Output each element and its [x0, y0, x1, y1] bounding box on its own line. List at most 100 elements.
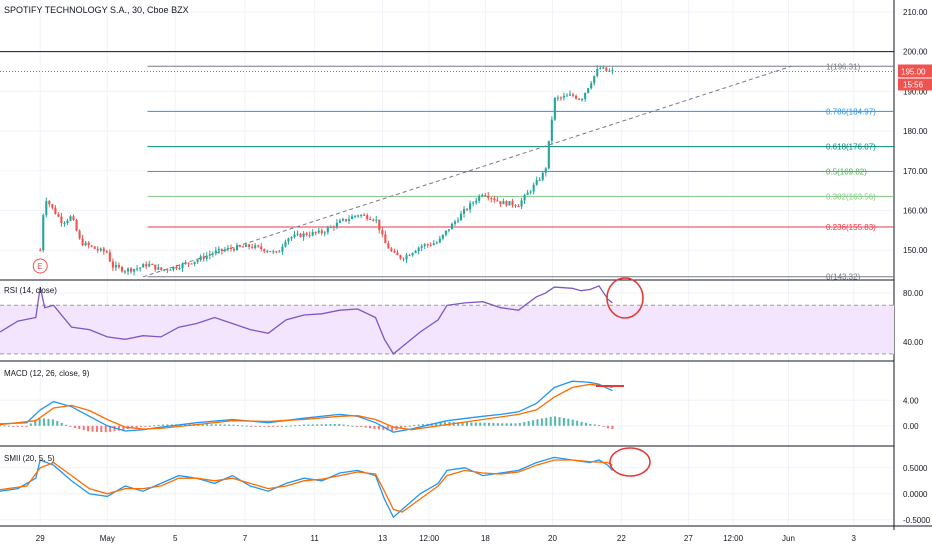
macd-title: MACD (12, 26, close, 9)	[4, 369, 90, 378]
macd-histogram-bar	[479, 422, 482, 426]
candle-body	[547, 140, 550, 169]
macd-histogram-bar	[567, 418, 570, 426]
candle-body	[384, 234, 387, 244]
candle-body	[105, 251, 108, 253]
candle-body	[420, 246, 423, 248]
macd-histogram-bar	[461, 422, 464, 426]
candle-body	[332, 226, 335, 228]
candle-body	[508, 201, 511, 206]
macd-histogram-bar	[3, 425, 6, 427]
macd-histogram-bar	[549, 416, 552, 426]
earnings-marker-icon	[32, 258, 48, 274]
candle-body	[517, 206, 520, 208]
candle-body	[281, 246, 284, 252]
candle-body	[335, 222, 338, 228]
macd-histogram-bar	[34, 419, 37, 426]
fib-level-label: 0.382(163.56)	[826, 192, 876, 201]
candle-body	[502, 201, 505, 205]
candle-body	[323, 232, 326, 234]
candle-body	[260, 246, 263, 250]
macd-histogram-bar	[474, 422, 477, 426]
macd-histogram-bar	[109, 425, 112, 432]
candle-body	[432, 243, 435, 246]
candle-body	[126, 268, 130, 272]
x-tick-label: May	[100, 534, 115, 543]
macd-histogram-bar	[43, 418, 46, 426]
macd-histogram-bar	[219, 424, 222, 426]
candle-body	[350, 216, 354, 220]
y-tick-label: 200.00	[903, 48, 928, 57]
candle-body	[341, 219, 345, 221]
macd-histogram-bar	[12, 425, 15, 427]
candle-body	[456, 220, 460, 222]
candle-body	[129, 268, 133, 272]
candle-body	[172, 266, 175, 270]
macd-histogram-bar	[298, 424, 301, 426]
candle-body	[120, 267, 124, 272]
macd-histogram-bar	[470, 422, 473, 426]
macd-histogram-bar	[386, 425, 389, 431]
candle-body	[290, 237, 293, 239]
candle-body	[562, 95, 566, 98]
candle-body	[133, 269, 136, 272]
macd-histogram-bar	[606, 425, 609, 429]
candle-body	[154, 264, 157, 270]
candle-body	[84, 242, 87, 246]
y-tick-label: 210.00	[903, 8, 928, 17]
candle-body	[314, 231, 317, 233]
y-tick-label: 40.00	[903, 338, 924, 347]
x-tick-label: Jun	[782, 534, 795, 543]
macd-histogram-bar	[518, 423, 521, 426]
macd-histogram-bar	[60, 422, 63, 426]
candle-body	[175, 266, 178, 269]
candle-body	[217, 248, 220, 251]
candle-body	[51, 204, 54, 208]
macd-histogram-bar	[95, 425, 98, 432]
macd-histogram-bar	[347, 425, 350, 427]
macd-histogram-bar	[325, 424, 328, 426]
macd-histogram-bar	[532, 420, 535, 426]
macd-histogram-bar	[56, 421, 59, 426]
candle-body	[96, 248, 99, 251]
candle-body	[605, 67, 608, 71]
candle-body	[235, 245, 239, 251]
macd-histogram-bar	[294, 425, 297, 427]
macd-histogram-bar	[162, 424, 165, 426]
macd-histogram-bar	[228, 424, 231, 426]
candle-body	[266, 251, 269, 253]
macd-histogram-bar	[355, 425, 358, 427]
candle-body	[60, 216, 63, 223]
candle-body	[417, 247, 420, 252]
macd-histogram-bar	[263, 425, 266, 427]
macd-histogram-bar	[377, 425, 380, 430]
x-tick-label: 13	[378, 534, 387, 543]
candle-body	[87, 242, 90, 246]
candle-body	[556, 97, 559, 99]
y-tick-label: 0.00	[903, 422, 919, 431]
candle-body	[584, 92, 587, 100]
macd-histogram-bar	[598, 424, 601, 426]
candle-body	[568, 94, 572, 96]
x-tick-label: 12:00	[419, 534, 440, 543]
macd-histogram-bar	[510, 423, 513, 426]
x-tick-label: 3	[852, 534, 857, 543]
candle-body	[42, 215, 45, 251]
macd-histogram-bar	[236, 424, 239, 426]
rsi-line	[0, 285, 613, 355]
macd-histogram-bar	[443, 422, 446, 426]
macd-histogram-bar	[29, 423, 32, 426]
candle-body	[160, 267, 163, 270]
candle-body	[202, 256, 205, 259]
candle-body	[499, 201, 502, 205]
macd-histogram-bar	[232, 424, 235, 426]
y-tick-label: 0.0000	[903, 490, 928, 499]
candle-body	[326, 227, 329, 233]
macd-histogram-bar	[135, 425, 138, 428]
candle-body	[296, 233, 299, 235]
candle-body	[599, 68, 602, 70]
candle-body	[248, 244, 251, 247]
candle-body	[320, 230, 323, 234]
macd-histogram-bar	[514, 423, 517, 426]
candle-body	[553, 97, 556, 120]
